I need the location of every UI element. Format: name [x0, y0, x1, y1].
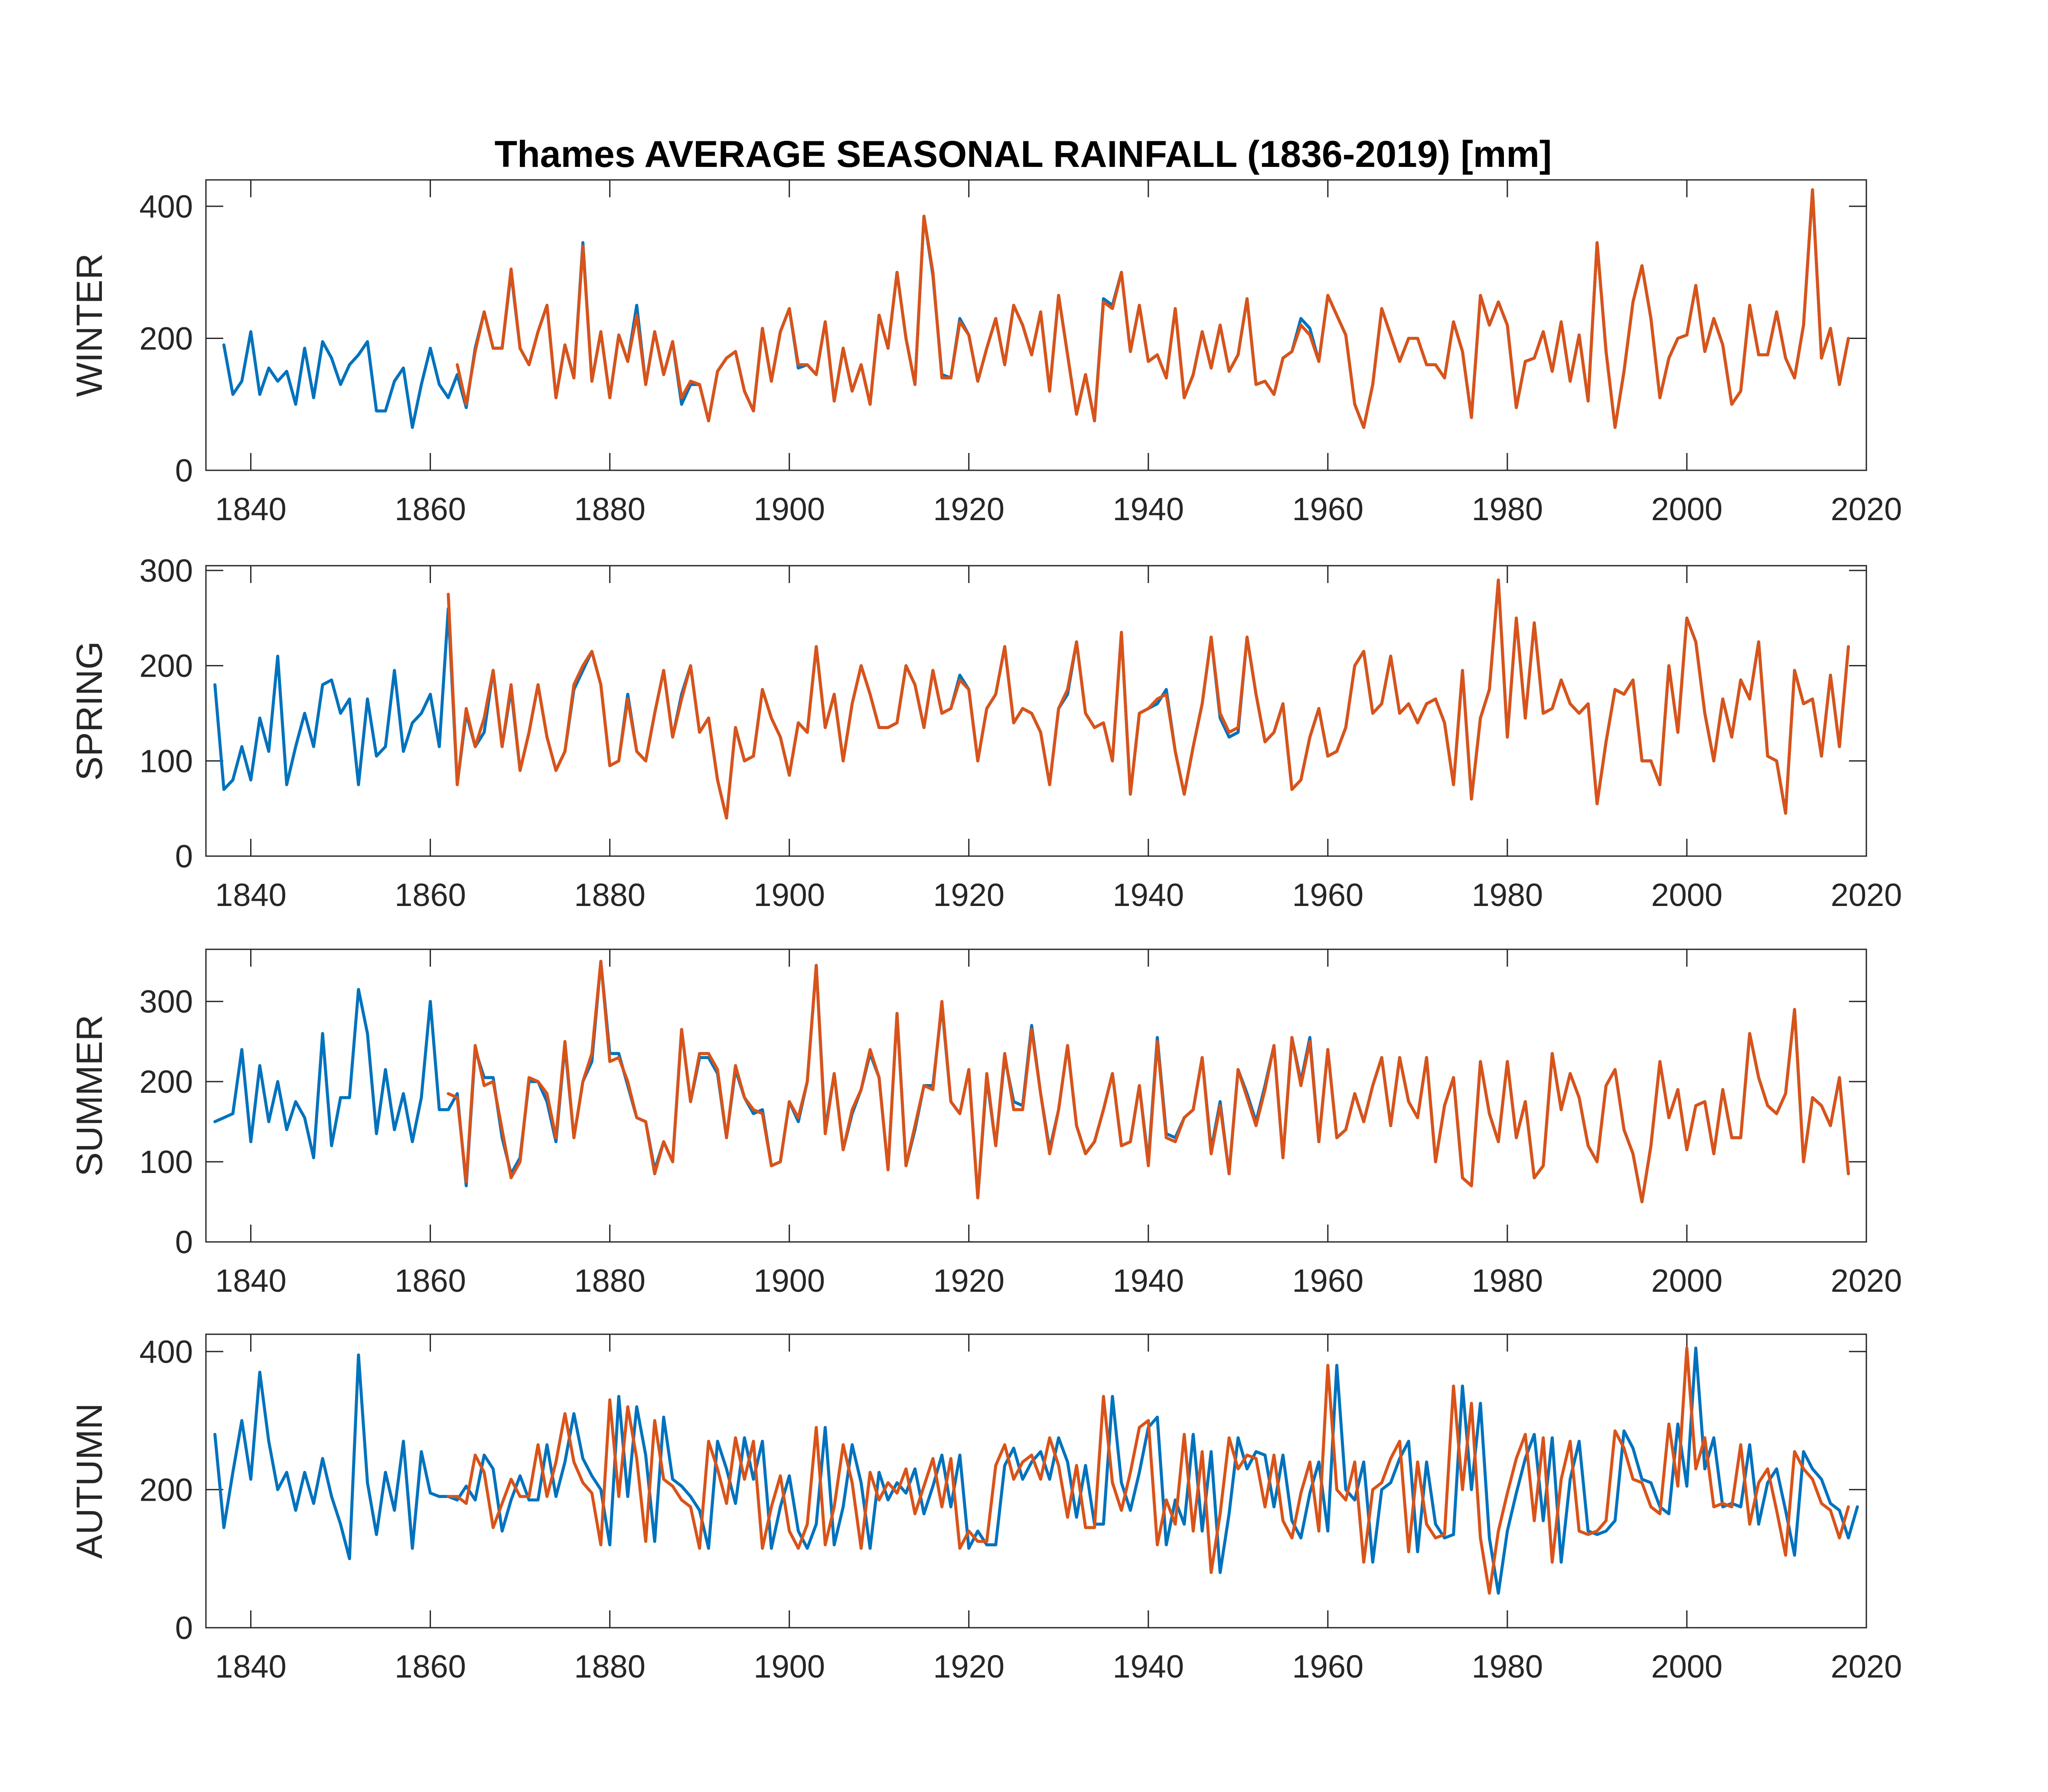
y-tick-label: 100: [140, 743, 193, 779]
x-tick-label: 2020: [1831, 877, 1902, 913]
x-tick-label: 1960: [1292, 877, 1364, 913]
x-tick-label: 2000: [1651, 1649, 1723, 1684]
y-tick-label: 200: [140, 320, 193, 356]
x-tick-label: 1940: [1112, 1649, 1184, 1684]
y-tick-label: 0: [175, 453, 193, 489]
x-tick-label: 1840: [215, 1649, 287, 1684]
axes-frame: [205, 179, 1867, 471]
x-tick-label: 1860: [395, 1649, 466, 1684]
series-line-orange: [447, 1346, 1850, 1595]
x-tick-label: 1860: [395, 1263, 466, 1299]
y-tick-label: 200: [140, 648, 193, 684]
series-line-blue: [213, 1346, 1859, 1595]
x-tick-label: 1980: [1472, 491, 1543, 527]
y-tick-label: 300: [140, 553, 193, 589]
axes-frame: [205, 565, 1867, 857]
x-tick-label: 2000: [1651, 877, 1723, 913]
panel-autumn: 1840 1860 1880 1900 1920 1940 1960 1980 2000 2020…: [69, 1333, 1902, 1684]
x-tick-label: 1980: [1472, 877, 1543, 913]
y-axis-label: WINTER: [69, 253, 110, 397]
y-tick-label: 200: [140, 1064, 193, 1100]
series-line-orange: [447, 578, 1850, 820]
y-tick-label: 0: [175, 1610, 193, 1646]
x-tick-label: 2000: [1651, 491, 1723, 527]
axes-frame: [205, 1333, 1867, 1629]
x-tick-label: 1900: [753, 877, 825, 913]
x-tick-label: 1880: [574, 1263, 646, 1299]
x-tick-label: 1980: [1472, 1649, 1543, 1684]
y-tick-label: 0: [175, 1224, 193, 1260]
x-tick-label: 1880: [574, 1649, 646, 1684]
series-line-blue: [213, 960, 1850, 1203]
x-tick-label: 1940: [1112, 877, 1184, 913]
x-tick-label: 1860: [395, 491, 466, 527]
x-tick-label: 1840: [215, 491, 287, 527]
x-tick-label: 2020: [1831, 1263, 1902, 1299]
x-tick-label: 1940: [1112, 1263, 1184, 1299]
y-tick-label: 400: [140, 1334, 193, 1370]
x-tick-label: 2020: [1831, 491, 1902, 527]
x-tick-label: 1900: [753, 491, 825, 527]
x-tick-label: 1920: [933, 1649, 1004, 1684]
x-tick-label: 1860: [395, 877, 466, 913]
x-tick-label: 1940: [1112, 491, 1184, 527]
axes-frame: [205, 948, 1867, 1243]
x-tick-label: 1900: [753, 1263, 825, 1299]
series-line-orange: [456, 188, 1850, 429]
x-tick-label: 1960: [1292, 491, 1364, 527]
x-tick-label: 1920: [933, 877, 1004, 913]
x-tick-label: 1980: [1472, 1263, 1543, 1299]
chart-title: Thames AVERAGE SEASONAL RAINFALL (1836-2…: [495, 134, 1552, 175]
x-tick-label: 1840: [215, 1263, 287, 1299]
x-tick-label: 1960: [1292, 1649, 1364, 1684]
x-tick-label: 1880: [574, 491, 646, 527]
y-axis-label: AUTUMN: [69, 1403, 110, 1559]
y-axis-label: SUMMER: [69, 1015, 110, 1176]
y-tick-label: 200: [140, 1472, 193, 1508]
x-tick-label: 1960: [1292, 1263, 1364, 1299]
x-tick-label: 2020: [1831, 1649, 1902, 1684]
series-line-orange: [447, 960, 1850, 1203]
y-tick-label: 100: [140, 1144, 193, 1180]
x-tick-label: 1920: [933, 491, 1004, 527]
y-tick-label: 300: [140, 984, 193, 1020]
y-tick-label: 400: [140, 189, 193, 225]
panel-spring: 1840 1860 1880 1900 1920 1940 1960 1980 2000 2020…: [69, 553, 1902, 913]
series-line-blue: [213, 578, 1850, 820]
x-tick-label: 1880: [574, 877, 646, 913]
x-tick-label: 1900: [753, 1649, 825, 1684]
x-tick-label: 2000: [1651, 1263, 1723, 1299]
x-tick-label: 1920: [933, 1263, 1004, 1299]
y-axis-label: SPRING: [69, 641, 110, 781]
panels: 1840 1860 1880 1900 1920 1940 1960 1980 2000 2020…: [69, 179, 1902, 1684]
x-tick-label: 1840: [215, 877, 287, 913]
panel-winter: 1840 1860 1880 1900 1920 1940 1960 1980 2000 2020…: [69, 179, 1902, 527]
panel-summer: 1840 1860 1880 1900 1920 1940 1960 1980 2000 2020…: [69, 948, 1902, 1299]
y-tick-label: 0: [175, 838, 193, 874]
